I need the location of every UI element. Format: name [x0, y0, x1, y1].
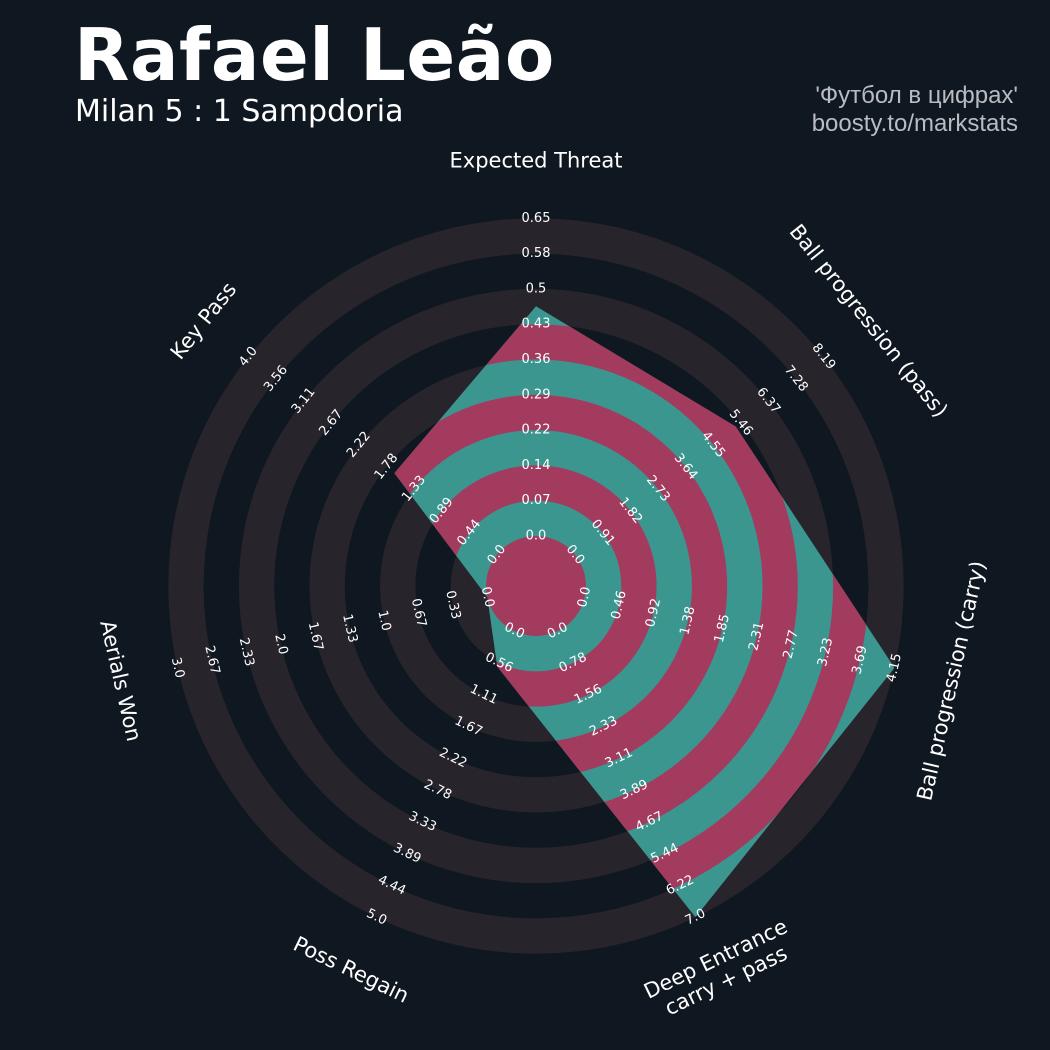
radar-tick-label: 0.07 [522, 493, 551, 508]
credit-line-url: boosty.to/markstats [811, 110, 1018, 137]
radar-tick-label: 2.67 [201, 644, 222, 676]
radar-parameter-label: Expected Threat [450, 149, 623, 173]
radar-tick-label: 0.0 [575, 585, 594, 609]
radar-parameter-label-line: Key Pass [166, 278, 242, 364]
radar-tick-label: 1.85 [712, 613, 733, 645]
radar-tick-label: 0.46 [609, 589, 630, 621]
radar-tick-label: 0.0 [526, 529, 547, 544]
match-score-subtitle: Milan 5 : 1 Sampdoria [75, 94, 404, 129]
player-name-title: Rafael Leão [74, 13, 555, 97]
radar-tick-label: 0.67 [408, 597, 429, 629]
radar-parameter-label: Ball progression (carry) [912, 559, 990, 803]
radar-parameter-label: Deep Entrancecarry + pass [640, 914, 801, 1025]
radar-tick-label: 0.65 [522, 211, 551, 226]
radar-tick-label: 0.33 [442, 589, 463, 621]
radar-tick-label: 2.0 [271, 633, 290, 657]
radar-parameter-label-line: Expected Threat [450, 149, 623, 173]
radar-parameter-label: Aerials Won [95, 618, 146, 744]
radar-tick-label: 3.23 [815, 636, 836, 668]
radar-parameter-label-line: Poss Regain [290, 932, 413, 1008]
radar-tick-label: 3.0 [168, 656, 187, 680]
radar-tick-label: 1.67 [305, 621, 326, 653]
radar-tick-label: 0.5 [526, 281, 547, 296]
radar-parameter-label: Poss Regain [290, 932, 413, 1008]
radar-tick-label: 0.29 [522, 387, 551, 402]
radar-tick-label: 0.36 [522, 352, 551, 367]
radar-tick-label: 1.38 [677, 605, 698, 637]
radar-tick-label: 1.0 [374, 609, 393, 633]
radar-tick-label: 0.92 [643, 597, 664, 629]
radar-tick-label: 2.77 [781, 629, 802, 661]
credit-line-channel: 'Футбол в цифрах' [815, 82, 1018, 109]
radar-tick-label: 4.15 [884, 652, 905, 684]
radar-tick-label: 0.22 [522, 423, 551, 438]
radar-tick-label: 2.33 [236, 636, 257, 668]
radar-tick-label: 0.0 [478, 585, 497, 609]
radar-tick-label: 0.14 [522, 458, 551, 473]
radar-tick-label: 1.33 [339, 613, 360, 645]
radar-parameter-label-line: Aerials Won [95, 618, 146, 744]
radar-tick-label: 0.43 [522, 317, 551, 332]
radar-tick-label: 2.31 [746, 621, 767, 653]
credit-block: 'Футбол в цифрах' boosty.to/markstats [812, 82, 1018, 138]
radar-parameter-label: Key Pass [166, 278, 242, 364]
radar-tick-label: 3.69 [850, 644, 871, 676]
radar-parameter-label-line: Ball progression (carry) [912, 559, 990, 803]
radar-tick-label: 0.58 [522, 246, 551, 261]
value-area-core [486, 536, 586, 636]
